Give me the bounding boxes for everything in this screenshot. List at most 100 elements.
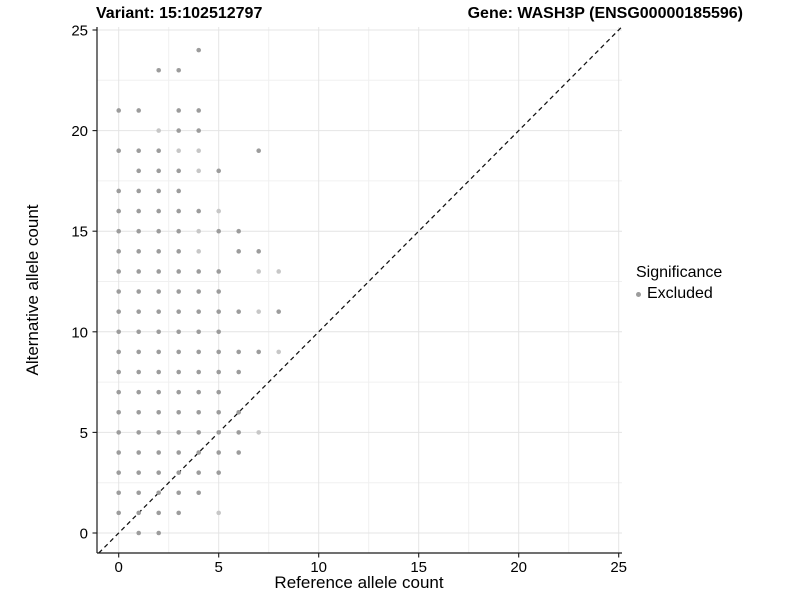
data-point [116,208,121,214]
data-point [136,309,141,314]
data-point [136,269,141,274]
data-point [216,309,221,314]
data-point [196,329,201,335]
data-point [136,510,141,516]
data-point [116,430,121,435]
data-point [216,450,221,455]
data-point [176,510,181,516]
data-point [216,510,221,516]
data-point [156,188,161,194]
data-point [136,329,141,335]
data-point [196,490,201,496]
data-point [156,510,161,516]
data-point [276,349,282,355]
data-point [156,490,161,496]
data-point [196,208,201,214]
data-point [236,249,241,254]
data-point [196,369,201,375]
data-point [176,249,181,254]
data-point [256,309,262,314]
data-point [176,228,181,234]
data-point [216,269,221,274]
y-tick-label: 10 [71,324,88,341]
x-tick-labels: 0 5 10 15 20 25 [115,559,628,576]
gene-title: Gene: WASH3P (ENSG00000185596) [467,5,743,22]
data-point [216,430,221,435]
data-point [196,450,201,455]
y-tick-labels: 0 5 10 15 20 25 [71,23,88,543]
data-point [236,450,241,455]
x-tick-label: 20 [510,559,527,576]
identity-dashed-line [98,26,623,554]
data-point [196,228,201,234]
data-point [216,208,221,214]
x-tick-label: 25 [610,559,627,576]
y-axis-title: Alternative allele count [23,204,42,376]
data-point [196,409,201,415]
data-point [116,108,121,113]
y-tick-label: 15 [71,224,88,241]
data-point [196,148,201,154]
data-point [176,188,181,194]
data-point [176,108,181,113]
data-point [216,470,221,475]
data-point [236,309,241,314]
data-point [116,510,121,516]
data-point [216,369,221,375]
data-point [136,148,141,154]
legend: Significance Excluded [636,264,722,303]
data-point [136,168,141,174]
data-point [136,430,141,435]
data-point [196,430,201,435]
data-point [156,369,161,375]
data-point [116,470,121,475]
data-point [176,148,181,154]
data-point [216,228,221,234]
data-point [176,409,181,415]
data-point [156,269,161,274]
legend-item-excluded: Excluded [636,285,722,303]
data-point [156,289,161,294]
legend-point-icon [636,291,641,297]
data-point [116,389,121,395]
data-point [156,450,161,455]
y-tick-label: 20 [71,123,88,140]
data-point [196,389,201,395]
data-point [156,430,161,435]
data-point [216,349,221,355]
data-points [116,47,282,536]
x-tick-label: 0 [115,559,123,576]
data-point [116,490,121,496]
legend-item-label: Excluded [647,285,713,302]
data-point [136,490,141,496]
data-point [136,188,141,194]
data-point [156,249,161,254]
data-point [136,450,141,455]
data-point [256,148,262,154]
data-point [176,430,181,435]
data-point [116,188,121,194]
data-point [236,430,241,435]
data-point [216,168,221,174]
data-point [156,228,161,234]
x-tick-label: 15 [410,559,427,576]
x-tick-label: 10 [310,559,327,576]
data-point [216,329,221,335]
data-point [256,249,262,254]
data-point [196,349,201,355]
data-point [236,228,241,234]
data-point [276,309,282,314]
x-tick-label: 5 [215,559,223,576]
data-point [176,208,181,214]
data-point [236,369,241,375]
axes [92,27,622,558]
data-point [236,349,241,355]
identity-line [98,26,623,554]
data-point [136,409,141,415]
data-point [156,389,161,395]
data-point [136,470,141,475]
data-point [136,208,141,214]
data-point [116,450,121,455]
data-point [256,349,262,355]
